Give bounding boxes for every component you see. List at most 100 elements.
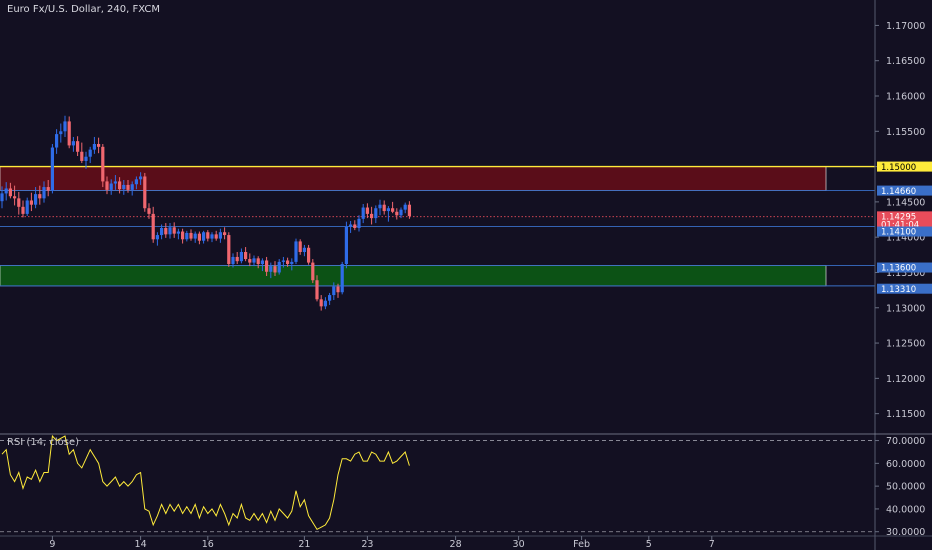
rsi-tick-label: 50.0000 bbox=[886, 482, 925, 493]
candle bbox=[29, 200, 33, 205]
candle bbox=[378, 204, 382, 209]
candle bbox=[391, 208, 395, 212]
candle bbox=[370, 213, 374, 219]
price-label-box bbox=[877, 226, 932, 237]
price-tick-label: 1.13000 bbox=[886, 303, 925, 314]
price-tick-label: 1.14500 bbox=[886, 197, 925, 208]
candle bbox=[42, 187, 46, 199]
candle bbox=[260, 260, 264, 264]
candle bbox=[160, 228, 164, 236]
time-tick-label: Feb bbox=[573, 539, 590, 550]
candle bbox=[105, 181, 109, 190]
candle bbox=[21, 206, 25, 214]
price-tick-label: 1.12500 bbox=[886, 339, 925, 350]
candle bbox=[126, 184, 130, 190]
candle bbox=[109, 183, 113, 190]
candle bbox=[172, 227, 176, 234]
candle bbox=[143, 176, 147, 209]
price-tick-label: 1.17000 bbox=[886, 21, 925, 32]
candle bbox=[155, 235, 159, 240]
candle bbox=[88, 149, 92, 157]
time-tick-label: 21 bbox=[298, 539, 310, 550]
candle bbox=[395, 211, 399, 216]
chart-title: Euro Fx/U.S. Dollar, 240, FXCM bbox=[7, 4, 160, 15]
time-tick-label: 23 bbox=[361, 539, 373, 550]
candle bbox=[302, 247, 306, 252]
price-tick-label: 1.16000 bbox=[886, 92, 925, 103]
candle bbox=[227, 235, 231, 264]
price-label-box bbox=[877, 283, 932, 294]
candle bbox=[349, 224, 353, 227]
price-label-box bbox=[877, 161, 932, 172]
price-label-box bbox=[877, 185, 932, 196]
candle bbox=[59, 131, 63, 135]
candle bbox=[0, 193, 4, 202]
candle bbox=[17, 198, 21, 207]
candle bbox=[235, 256, 239, 262]
candle bbox=[181, 231, 185, 240]
price-label: 1.13600 bbox=[881, 264, 916, 274]
price-label: 1.14660 bbox=[881, 187, 916, 197]
candle bbox=[239, 252, 243, 262]
candle bbox=[223, 232, 227, 236]
candle bbox=[361, 207, 365, 219]
candle bbox=[130, 184, 134, 190]
candle bbox=[307, 247, 311, 263]
candle bbox=[374, 208, 378, 219]
resistance-zone bbox=[0, 166, 827, 191]
candle bbox=[197, 233, 201, 241]
price-tick-label: 1.11500 bbox=[886, 409, 925, 420]
candle bbox=[357, 218, 361, 228]
candle bbox=[256, 258, 260, 264]
candle bbox=[193, 233, 197, 239]
candle bbox=[76, 141, 80, 152]
time-tick-label: 5 bbox=[646, 539, 652, 550]
candle bbox=[336, 286, 340, 293]
candle bbox=[92, 144, 96, 150]
candle bbox=[55, 134, 59, 148]
candle bbox=[407, 204, 411, 216]
price-label: 1.15000 bbox=[881, 163, 916, 173]
candle bbox=[231, 256, 235, 264]
candle bbox=[50, 147, 54, 191]
rsi-tick-label: 70.0000 bbox=[886, 436, 925, 447]
price-label: 1.13310 bbox=[881, 285, 916, 295]
candle bbox=[46, 187, 50, 191]
candle bbox=[290, 261, 294, 264]
time-tick-label: 9 bbox=[49, 539, 55, 550]
candle bbox=[139, 176, 143, 180]
price-label-box bbox=[877, 219, 932, 230]
candle bbox=[206, 232, 210, 239]
candle bbox=[269, 266, 273, 272]
price-label-box bbox=[877, 262, 932, 273]
price-tick-label: 1.15500 bbox=[886, 127, 925, 138]
candle bbox=[277, 261, 281, 273]
candle bbox=[122, 184, 126, 190]
candle bbox=[332, 286, 336, 296]
price-tick-label: 1.14000 bbox=[886, 233, 925, 244]
candle bbox=[386, 208, 390, 212]
candle bbox=[189, 232, 193, 239]
candle bbox=[101, 146, 105, 182]
price-tick-label: 1.12000 bbox=[886, 374, 925, 385]
price-label: 01:41:04 bbox=[881, 221, 919, 231]
candle bbox=[84, 156, 88, 161]
candle bbox=[38, 194, 42, 199]
time-tick-label: 30 bbox=[513, 539, 525, 550]
candle bbox=[323, 300, 327, 307]
candle bbox=[273, 266, 277, 273]
candle bbox=[4, 188, 8, 194]
candle bbox=[244, 252, 248, 260]
candle bbox=[25, 200, 29, 214]
candle bbox=[80, 151, 84, 161]
price-label: 1.14295 bbox=[881, 213, 916, 223]
candle bbox=[210, 234, 214, 239]
candle bbox=[214, 234, 218, 239]
candle bbox=[63, 121, 67, 132]
candle bbox=[315, 280, 319, 300]
candle bbox=[298, 241, 302, 252]
candle bbox=[365, 207, 369, 214]
candle bbox=[151, 213, 155, 240]
candle bbox=[8, 188, 12, 197]
